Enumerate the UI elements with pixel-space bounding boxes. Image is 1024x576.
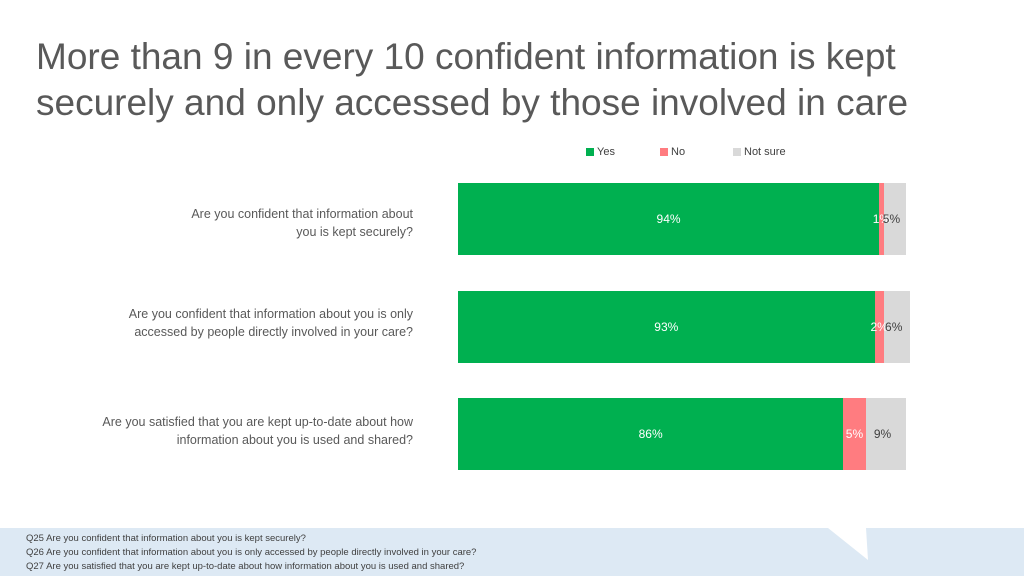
question-3-line-2: information about you is used and shared… bbox=[176, 433, 413, 447]
question-label-1: Are you confident that information about… bbox=[40, 205, 413, 241]
question-3-line-1: Are you satisfied that you are kept up-t… bbox=[102, 415, 413, 429]
bar-segment-no-2 bbox=[874, 291, 884, 363]
legend-item-yes: Yes bbox=[586, 146, 615, 158]
question-2-line-2: accessed by people directly involved in … bbox=[134, 325, 413, 339]
bar-segment-not-sure-3 bbox=[865, 398, 906, 470]
bar-segment-not-sure-1 bbox=[883, 183, 906, 255]
data-label-no-1: 1% bbox=[872, 212, 891, 226]
legend-label-yes: Yes bbox=[597, 146, 615, 158]
legend-label-no: No bbox=[671, 146, 686, 158]
question-1-line-2: you is kept securely? bbox=[296, 225, 413, 239]
question-label-3: Are you satisfied that you are kept up-t… bbox=[40, 413, 413, 449]
data-label-yes-1: 94% bbox=[656, 212, 681, 226]
legend-label-not-sure: Not sure bbox=[744, 146, 786, 158]
speech-notch-shape bbox=[820, 528, 890, 560]
bar-segment-no-3 bbox=[843, 398, 866, 470]
data-label-not-sure-2: 6% bbox=[885, 320, 903, 334]
question-1-line-1: Are you confident that information about bbox=[191, 207, 413, 221]
legend-item-not-sure: Not sure bbox=[733, 146, 786, 158]
bar-segment-yes-1 bbox=[458, 183, 880, 255]
legend-swatch-yes bbox=[586, 148, 594, 156]
data-label-yes-3: 86% bbox=[638, 427, 663, 441]
question-2-line-1: Are you confident that information about… bbox=[128, 307, 413, 321]
legend-swatch-not-sure bbox=[733, 148, 741, 156]
data-label-no-3: 5% bbox=[845, 427, 864, 441]
data-label-no-2: 2% bbox=[870, 320, 888, 334]
bar-segment-no-1 bbox=[879, 183, 884, 255]
footer-note-q26: Q26 Are you confident that information a… bbox=[26, 547, 477, 558]
page-title: More than 9 in every 10 confident inform… bbox=[36, 36, 909, 123]
footer-note-q27: Q27 Are you satisfied that you are kept … bbox=[26, 561, 465, 572]
chart-legend: Yes No Not sure bbox=[0, 146, 1024, 162]
data-label-not-sure-1: 5% bbox=[882, 212, 901, 226]
bar-segment-not-sure-2 bbox=[883, 291, 911, 363]
data-label-yes-2: 93% bbox=[654, 320, 679, 334]
question-label-2: Are you confident that information about… bbox=[40, 305, 413, 341]
data-label-not-sure-3: 9% bbox=[873, 427, 892, 441]
bar-segment-yes-2 bbox=[458, 291, 875, 363]
legend-swatch-no bbox=[660, 148, 668, 156]
footer-note-q25: Q25 Are you confident that information a… bbox=[26, 533, 306, 544]
legend-item-no: No bbox=[660, 146, 685, 158]
bar-segment-yes-3 bbox=[458, 398, 844, 470]
